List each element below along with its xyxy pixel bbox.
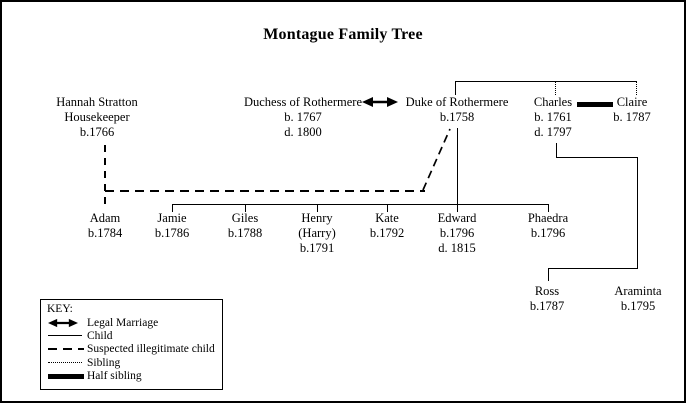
child-line-charles-vertical	[637, 157, 638, 269]
person-name: Edward	[437, 211, 477, 225]
person-birth: b.1758	[439, 110, 475, 124]
legend-row-child: Child	[47, 329, 217, 342]
person-ross: Ross b.1787	[467, 284, 627, 314]
person-name: Adam	[89, 211, 121, 225]
legend-heading: KEY:	[47, 303, 73, 315]
child-tick-kate	[387, 204, 388, 212]
person-birth: b.1796	[439, 226, 475, 240]
child-line-duke	[457, 128, 458, 204]
person-birth: b.1796	[530, 226, 566, 240]
child-line-charles-down	[556, 143, 557, 158]
children-bracket-ross-araminta	[548, 267, 638, 269]
sibling-bracket-line	[455, 81, 637, 82]
legend-row-half-sibling: Half sibling	[47, 370, 217, 383]
person-henry: Henry (Harry) b.1791	[237, 211, 397, 256]
illegitimate-line-hannah-adam	[104, 145, 106, 208]
person-name: Giles	[231, 211, 259, 225]
half-sibling-bar	[577, 102, 613, 107]
page-title: Montague Family Tree	[263, 26, 423, 43]
legend-label: Suspected illegitimate child	[87, 343, 215, 356]
person-birth: b.1792	[369, 226, 405, 240]
children-bracket-line	[172, 204, 549, 205]
child-line-charles-right	[556, 156, 638, 158]
person-role: Housekeeper	[64, 110, 130, 124]
child-tick-jamie	[172, 204, 173, 212]
bracket-tick-duke	[455, 81, 456, 95]
child-tick-ross	[548, 268, 549, 281]
person-phaedra: Phaedra b.1796	[468, 211, 628, 241]
person-name: Duke of Rothermere	[405, 95, 509, 109]
person-name: Hannah Stratton	[56, 95, 138, 109]
person-birth: b.1786	[154, 226, 190, 240]
person-name: Phaedra	[527, 211, 569, 225]
legend-label: Child	[87, 330, 113, 343]
child-tick-giles	[245, 204, 246, 212]
legend-row-legal-marriage: Legal Marriage	[47, 316, 217, 329]
child-tick-edward	[457, 204, 458, 212]
person-jamie: Jamie b.1786	[92, 211, 252, 241]
person-adam: Adam b.1784	[25, 211, 185, 241]
thick-line-icon	[47, 370, 87, 382]
person-name: Kate	[375, 211, 399, 225]
legend-row-suspected-illegitimate: Suspected illegitimate child	[47, 343, 217, 356]
person-name: Jamie	[157, 211, 187, 225]
person-birth: b. 1787	[613, 110, 651, 124]
person-name: Araminta	[614, 284, 662, 298]
child-tick-henry	[317, 204, 318, 212]
legend-label: Half sibling	[87, 370, 142, 383]
sibling-tick-claire	[636, 81, 637, 95]
person-birth: b.1791	[299, 241, 335, 255]
person-name: Charles	[533, 95, 573, 109]
person-name: Ross	[534, 284, 560, 298]
sibling-tick-charles	[555, 81, 556, 95]
person-giles: Giles b.1788	[165, 211, 325, 241]
legend-label: Sibling	[87, 356, 121, 369]
illegitimate-line-diagonal	[422, 128, 451, 191]
legend-row-sibling: Sibling	[47, 356, 217, 369]
person-birth: b.1787	[529, 299, 565, 313]
person-edward: Edward b.1796 d. 1815	[377, 211, 537, 256]
person-death: d. 1815	[438, 241, 476, 255]
legend-box: KEY: Legal Marriage Child Suspected ille…	[40, 299, 223, 390]
legend-label: Legal Marriage	[87, 316, 159, 329]
illegitimate-line-horizontal	[105, 190, 425, 192]
person-birth: b.1795	[620, 299, 656, 313]
person-claire: Claire b. 1787	[552, 95, 684, 125]
person-birth: b.1788	[227, 226, 263, 240]
person-duke: Duke of Rothermere b.1758	[377, 95, 537, 125]
dotted-line-icon	[47, 357, 87, 369]
person-duchess: Duchess of Rothermere b. 1767 d. 1800	[223, 95, 383, 140]
person-birth: b.1784	[87, 226, 123, 240]
solid-line-icon	[47, 330, 87, 342]
person-nickname: (Harry)	[298, 226, 336, 240]
person-kate: Kate b.1792	[307, 211, 467, 241]
person-charles: Charles b. 1761 d. 1797	[473, 95, 633, 140]
person-birth: b. 1761	[534, 110, 572, 124]
person-hannah: Hannah Stratton Housekeeper b.1766	[17, 95, 177, 140]
person-name: Duchess of Rothermere	[243, 95, 363, 109]
person-birth: b.1766	[79, 125, 115, 139]
person-death: d. 1797	[534, 125, 572, 139]
person-name: Henry	[301, 211, 333, 225]
person-araminta: Araminta b.1795	[558, 284, 684, 314]
person-name: Claire	[616, 95, 648, 109]
double-arrow-icon	[47, 317, 87, 329]
person-birth: b. 1767	[284, 110, 322, 124]
dashed-line-icon	[47, 343, 87, 355]
legal-marriage-arrow-icon	[362, 97, 398, 107]
person-death: d. 1800	[284, 125, 322, 139]
child-tick-phaedra	[548, 204, 549, 212]
